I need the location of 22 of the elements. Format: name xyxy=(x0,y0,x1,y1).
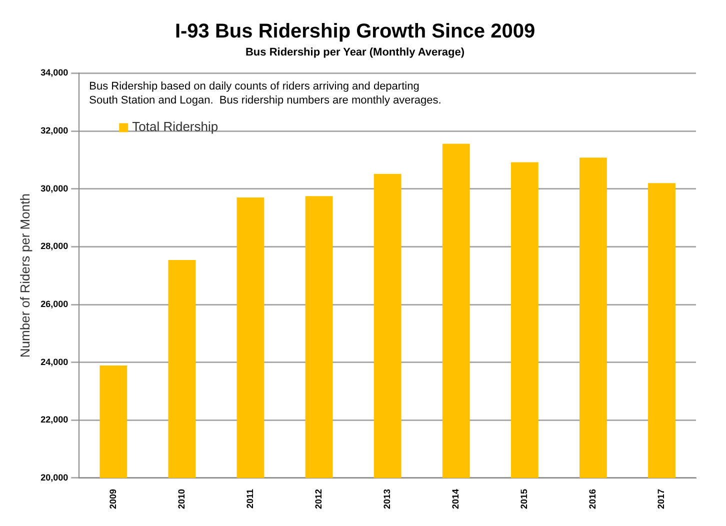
x-tick-label: 2009 xyxy=(108,488,118,510)
annotation: Bus Ridership based on daily counts of riders arriving and departing South Station and Logan. Bus ridership numbers are monthly averages. xyxy=(89,80,442,107)
chart-title: I-93 Bus Ridership Growth Since 2009 xyxy=(174,20,536,43)
x-tick-label: 2010 xyxy=(176,488,186,510)
x-tick-label: 2017 xyxy=(656,488,666,510)
y-tick-label: 22,000 xyxy=(40,414,68,425)
y-tick-label: 20,000 xyxy=(40,472,68,482)
x-tick-label: 2015 xyxy=(519,488,530,510)
y-tick-label: 28,000 xyxy=(40,241,68,252)
x-tick-label: 2016 xyxy=(588,488,598,510)
y-tick-label: 34,000 xyxy=(40,68,68,78)
y-tick-label: 26,000 xyxy=(40,298,68,309)
x-tick-label: 2013 xyxy=(382,488,392,510)
x-tick-label: 2012 xyxy=(314,488,324,510)
chart-subtitle: Bus Ridership per Year (Monthly Average) xyxy=(245,46,465,59)
x-tick-label: 2011 xyxy=(244,488,255,509)
y-tick-label: 32,000 xyxy=(40,126,68,136)
x-tick-label: 2014 xyxy=(450,488,461,510)
y-axis-title: Number of Riders per Month xyxy=(17,194,32,358)
y-tick-label: 24,000 xyxy=(40,356,68,367)
y-tick-label: 30,000 xyxy=(40,183,68,194)
legend-label: Total Ridership xyxy=(132,118,218,134)
